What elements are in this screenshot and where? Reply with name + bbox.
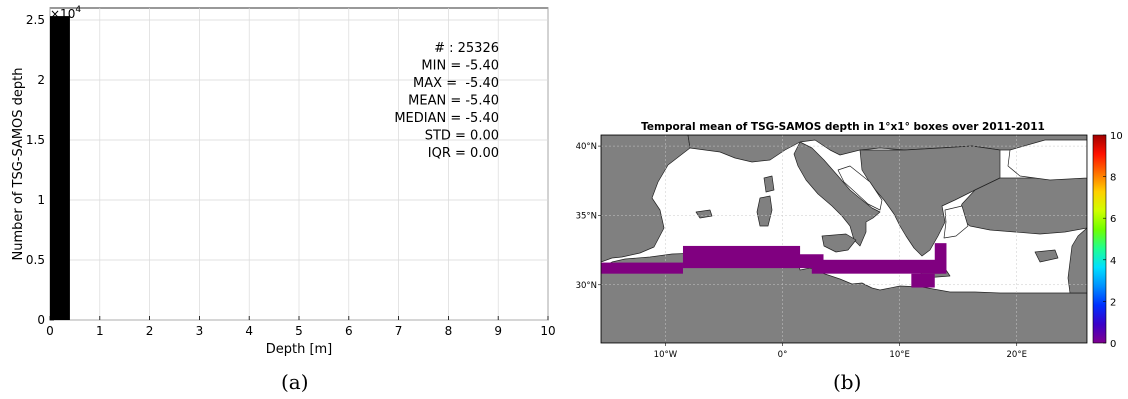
x-tick-label: 6 (345, 324, 353, 338)
stat-line: STD = 0.00 (425, 129, 499, 144)
latitude-tick-label: 35°N (576, 211, 597, 221)
caption-b: (b) (833, 370, 862, 394)
latitude-tick-label: 30°N (576, 281, 597, 291)
depth-cell (601, 262, 683, 274)
histogram-bars (50, 16, 70, 320)
depth-cells (601, 243, 947, 288)
longitude-tick-label: 20°E (1007, 350, 1027, 360)
stat-line: IQR = 0.00 (428, 146, 499, 161)
map-graticule (601, 135, 1087, 343)
colorbar-gradient (1092, 134, 1107, 344)
colorbar: 0 2 4 6 8 10 (1092, 131, 1123, 350)
colorbar-tick-label: 10 (1110, 131, 1123, 142)
longitude-tick-label: 0° (778, 350, 788, 360)
colorbar-tick-label: 0 (1110, 339, 1116, 350)
histogram-y-ticks: 0 0.5 1 1.5 2 2.5 (26, 13, 54, 327)
stat-line: # : 25326 (434, 41, 499, 56)
stat-line: MIN = -5.40 (421, 59, 499, 74)
x-tick-label: 3 (196, 324, 204, 338)
map-axis-ticks: 10°W 0° 10°E 20°E 30°N 35°N 40°N (576, 142, 1027, 360)
histogram-x-axis-label: Depth [m] (266, 342, 333, 357)
depth-cell (934, 243, 947, 274)
x-tick-label: 5 (295, 324, 303, 338)
longitude-tick-label: 10°W (654, 350, 678, 360)
stat-line: MEAN = -5.40 (408, 94, 499, 109)
depth-cell (682, 254, 824, 269)
map-frame (600, 134, 1088, 344)
colorbar-ticks: 0 2 4 6 8 10 (1103, 131, 1123, 350)
caption-a: (a) (281, 370, 309, 394)
colorbar-tick-label: 8 (1110, 173, 1116, 184)
histogram-panel: 0 1 2 3 4 5 6 7 8 9 10 0 0.5 1 1.5 2 2.5 ×104 Depth [m]… (11, 5, 556, 357)
x-tick-label: 2 (146, 324, 154, 338)
x-tick-label: 4 (245, 324, 253, 338)
land-mass (601, 135, 1087, 343)
stat-line: MEDIAN = -5.40 (394, 111, 499, 126)
histogram-x-ticks: 0 1 2 3 4 5 6 7 8 9 10 (46, 316, 556, 338)
y-tick-label: 0.5 (26, 253, 45, 267)
depth-cell (811, 259, 941, 274)
longitude-tick-label: 10°E (889, 350, 909, 360)
y-tick-label: 1.5 (26, 133, 45, 147)
map-title: Temporal mean of TSG-SAMOS depth in 1°x1… (641, 121, 1045, 133)
y-tick-label: 0 (37, 313, 45, 327)
y-tick-label: 2.5 (26, 13, 45, 27)
histogram-stats-box: # : 25326 MIN = -5.40 MAX = -5.40 MEAN = -5… (394, 41, 499, 161)
x-tick-label: 0 (46, 324, 54, 338)
stat-line: MAX = -5.40 (413, 76, 499, 91)
x-tick-label: 1 (96, 324, 104, 338)
x-tick-label: 10 (540, 324, 555, 338)
depth-cell (911, 273, 935, 288)
x-tick-label: 7 (395, 324, 403, 338)
latitude-tick-label: 40°N (576, 142, 597, 152)
y-axis-multiplier: ×104 (50, 5, 81, 21)
y-tick-label: 1 (37, 193, 45, 207)
histogram-bar (50, 16, 70, 320)
y-tick-label: 2 (37, 73, 45, 87)
histogram-y-axis-label: Number of TSG-SAMOS depth (11, 67, 26, 260)
colorbar-tick-label: 4 (1110, 256, 1116, 267)
x-tick-label: 8 (445, 324, 453, 338)
map-panel: Temporal mean of TSG-SAMOS depth in 1°x1… (576, 121, 1123, 360)
colorbar-tick-label: 6 (1110, 214, 1116, 225)
x-tick-label: 9 (494, 324, 502, 338)
colorbar-tick-label: 2 (1110, 297, 1116, 308)
